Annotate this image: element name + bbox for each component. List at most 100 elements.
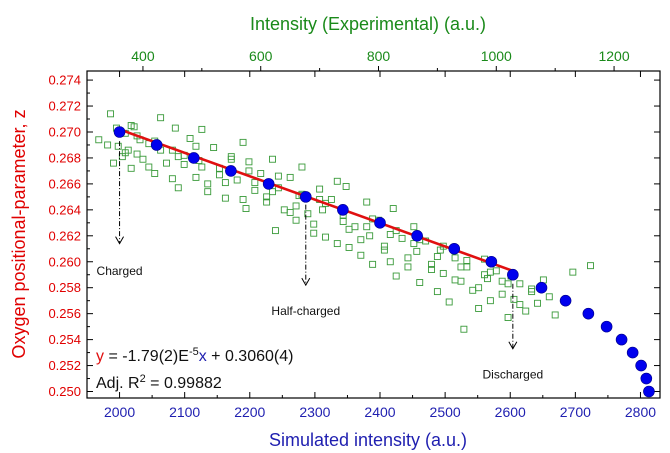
experimental-point	[357, 251, 365, 259]
experimental-point	[516, 301, 524, 309]
experimental-point	[114, 142, 122, 150]
experimental-point	[145, 163, 153, 171]
simulated-point	[582, 307, 595, 320]
adj-r2-part: = 0.99882	[146, 375, 222, 392]
simulated-point	[411, 229, 423, 242]
experimental-point	[516, 280, 524, 288]
simulated-point	[559, 294, 572, 307]
experimental-point	[369, 260, 377, 268]
experimental-point	[504, 314, 512, 321]
y-axis-title: Oxygen positional-parameter, z	[9, 109, 29, 358]
adj-r2-part: Adj. R	[96, 375, 140, 392]
experimental-point	[269, 188, 276, 196]
experimental-point	[319, 206, 327, 214]
experimental-point	[210, 144, 218, 152]
experimental-point	[498, 277, 506, 285]
experimental-point	[168, 175, 176, 183]
experimental-point	[304, 210, 312, 218]
experimental-point	[286, 208, 294, 216]
fit-equation-part: + 0.3060(4)	[207, 348, 294, 365]
experimental-point	[404, 254, 412, 262]
experimental-point	[257, 170, 265, 177]
experimental-point	[363, 198, 371, 206]
simulated-point	[626, 346, 639, 359]
experimental-point	[339, 218, 347, 225]
experimental-point	[433, 288, 441, 296]
experimental-point	[551, 311, 559, 319]
experimental-point	[316, 185, 324, 193]
experimental-point	[221, 179, 229, 187]
x-bottom-tick-label: 2600	[495, 404, 526, 420]
experimental-point	[357, 236, 365, 244]
experimental-point	[198, 163, 206, 171]
experimental-point	[366, 232, 374, 240]
experimental-point	[445, 298, 453, 306]
experimental-point	[428, 260, 435, 268]
annotation-arrowhead	[115, 236, 124, 245]
y-tick-label: 0.264	[48, 202, 81, 217]
experimental-point	[269, 155, 276, 163]
simulated-point	[448, 242, 461, 255]
fit-equation-part: -5	[189, 346, 199, 358]
fit-equation: y = -1.79(2)E-5x + 0.3060(4)	[96, 346, 293, 365]
axes	[86, 66, 661, 399]
fit-equation-part: y	[96, 348, 104, 365]
experimental-point	[251, 179, 259, 187]
experimental-point	[107, 110, 115, 118]
experimental-point	[386, 258, 394, 266]
fit-equation-part: x	[199, 348, 207, 365]
simulated-point	[507, 268, 519, 281]
experimental-point	[127, 122, 135, 129]
experimental-point	[386, 231, 394, 238]
x-bottom-tick-label: 2400	[364, 404, 395, 420]
experimental-point	[492, 267, 500, 275]
experimental-point	[121, 149, 129, 157]
experimental-point	[469, 286, 477, 294]
simulated-point	[615, 333, 628, 346]
experimental-point	[292, 202, 300, 210]
experimental-point	[398, 234, 406, 242]
experimental-point	[413, 247, 421, 255]
simulated-point	[225, 165, 237, 177]
x-bottom-tick-label: 2200	[234, 404, 265, 420]
experimental-point	[475, 305, 483, 312]
experimental-point	[451, 254, 459, 262]
fit-equation-part: = -1.79(2)E	[104, 348, 189, 365]
experimental-point	[151, 170, 159, 177]
simulated-point	[262, 178, 275, 190]
simulated-point	[337, 204, 349, 216]
experimental-point	[221, 194, 229, 202]
experimental-point	[587, 262, 594, 270]
experimental-point	[227, 155, 235, 163]
experimental-point	[127, 164, 135, 172]
simulated-point	[374, 217, 386, 229]
y-tick-label: 0.254	[48, 332, 81, 347]
experimental-point	[327, 196, 335, 203]
experimental-point	[528, 285, 536, 293]
experimental-point	[239, 196, 247, 203]
experimental-point	[271, 227, 279, 235]
experimental-point	[245, 167, 253, 175]
plot-area	[95, 110, 655, 398]
x-top-axis-title: Intensity (Experimental) (a.u.)	[250, 14, 486, 34]
x-bottom-tick-label: 2800	[625, 404, 656, 420]
experimental-point	[439, 269, 447, 277]
y-tick-label: 0.256	[48, 306, 81, 321]
experimental-point	[460, 325, 468, 333]
x-bottom-tick-label: 2100	[169, 404, 200, 420]
x-top-tick-label: 1000	[481, 48, 512, 64]
experimental-point	[180, 160, 188, 168]
experimental-point	[345, 244, 353, 251]
experimental-point	[245, 158, 253, 166]
experimental-point	[389, 205, 397, 212]
experimental-point	[216, 171, 223, 179]
x-top-tick-label: 400	[131, 48, 155, 64]
plot-frame	[86, 70, 661, 399]
simulated-point	[635, 359, 647, 372]
x-top-tick-label: 800	[367, 48, 391, 64]
experimental-point	[363, 223, 371, 231]
experimental-point	[192, 173, 200, 181]
experimental-point	[171, 124, 179, 132]
